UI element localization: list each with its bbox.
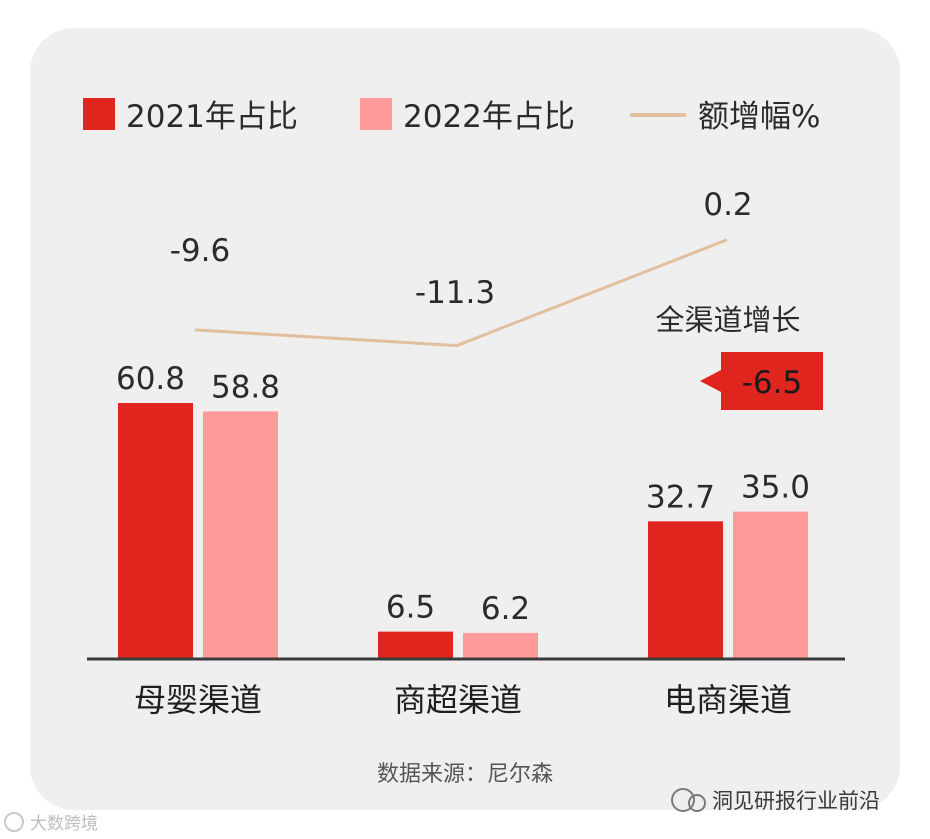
- wechat-watermark: 洞见研报行业前沿: [671, 788, 880, 813]
- category-labels: 母婴渠道 商超渠道 电商渠道: [134, 681, 792, 719]
- callout-value: -6.5: [742, 365, 803, 401]
- bar-value-label-2022-2: 35.0: [741, 470, 810, 506]
- callout-badge: [700, 352, 823, 410]
- bar-value-label-2021-2: 32.7: [646, 479, 715, 515]
- source-note: 数据来源：尼尔森: [377, 762, 553, 787]
- corner-watermark: 大数跨境: [4, 812, 98, 834]
- bar-2021-1: [378, 631, 453, 659]
- bars-layer: [118, 403, 808, 659]
- bar-2021-0: [118, 403, 193, 659]
- bar-value-label-2021-1: 6.5: [386, 590, 435, 626]
- legend-swatch-2022: [360, 98, 392, 130]
- callout-title: 全渠道增长: [655, 303, 800, 337]
- bar-2022-0: [203, 411, 278, 659]
- category-label-1: 商超渠道: [394, 681, 522, 719]
- wechat-account-name: 洞见研报行业前沿: [712, 789, 880, 813]
- legend-label-2021: 2021年占比: [126, 99, 298, 135]
- total-growth-callout: 全渠道增长 -6.5: [655, 303, 823, 410]
- growth-value-label-1: -11.3: [415, 275, 495, 311]
- growth-line-layer: [194, 238, 728, 348]
- legend-swatch-2021: [83, 98, 115, 130]
- bar-value-label-2021-0: 60.8: [116, 361, 185, 397]
- wechat-icon: [671, 788, 695, 812]
- bar-2021-2: [648, 521, 723, 659]
- legend-label-growth: 额增幅%: [698, 99, 820, 135]
- legend: 2021年占比 2022年占比 额增幅%: [83, 98, 820, 135]
- category-label-2: 电商渠道: [664, 681, 792, 719]
- bar-2022-1: [463, 632, 538, 659]
- category-label-0: 母婴渠道: [134, 681, 262, 719]
- value-labels-layer: 60.8 58.8 6.5 6.2 32.7 35.0 -9.6 -11.3 0.2: [116, 187, 810, 627]
- legend-label-2022: 2022年占比: [403, 99, 575, 135]
- corner-logo-icon: [4, 812, 24, 832]
- corner-watermark-text: 大数跨境: [30, 814, 98, 834]
- bar-2022-2: [733, 511, 808, 659]
- growth-value-label-0: -9.6: [170, 233, 231, 269]
- bar-value-label-2022-1: 6.2: [481, 591, 530, 627]
- growth-value-label-2: 0.2: [703, 187, 752, 223]
- bar-value-label-2022-0: 58.8: [211, 369, 280, 405]
